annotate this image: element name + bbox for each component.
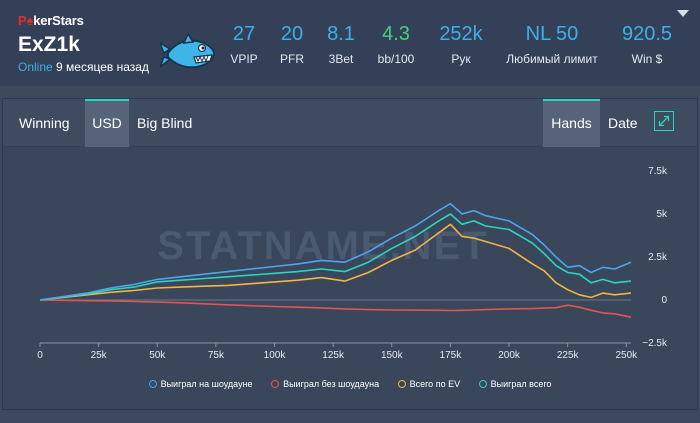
stat-value: 27 (232, 23, 256, 45)
chart-toolbar: Winning USD Big Blind Hands Date (3, 99, 697, 147)
y-tick-label: −2.5k (642, 338, 668, 349)
player-name: ExZ1k (18, 33, 80, 56)
x-tick-label: 25k (91, 350, 108, 361)
legend-label: Выиграл на шоудауне (160, 379, 253, 389)
tab-usd[interactable]: USD (85, 99, 129, 147)
stat-win-dollars: 920.5 Win $ (614, 22, 680, 66)
stat-label: Рук (451, 52, 471, 66)
stat-bb100: 4.3 bb/100 (372, 22, 420, 66)
stat-pfr: 20 PFR (274, 22, 310, 66)
series-line-0 (39, 202, 632, 301)
legend-marker (148, 380, 157, 388)
x-tick-label: 75k (208, 350, 225, 361)
stat-value: 4.3 (382, 23, 410, 45)
stat-label: VPIP (230, 52, 258, 66)
stat-label: PFR (280, 52, 304, 66)
winnings-chart-panel: Winning USD Big Blind Hands Date STATNAM… (2, 98, 698, 410)
legend-label: Выиграл без шоудауна (283, 379, 380, 389)
legend-marker (397, 380, 406, 388)
player-status: Online 9 месяцев назад (18, 60, 149, 74)
legend-item-nonshowdown[interactable]: Выиграл без шоудауна (271, 379, 379, 389)
legend-item-ev[interactable]: Всего по EV (397, 379, 461, 389)
pokerstars-logo: P♠kerStars (18, 13, 84, 28)
player-header: P♠kerStars ExZ1k Online 9 месяцев назад … (0, 0, 700, 86)
brand-suffix: kerStars (33, 13, 84, 28)
tab-big-blind[interactable]: Big Blind (137, 115, 193, 131)
stat-vpip: 27 VPIP (225, 22, 263, 66)
legend-item-total[interactable]: Выиграл всего (478, 379, 552, 389)
x-tick-label: 125k (322, 350, 345, 361)
stat-value: 920.5 (621, 23, 673, 45)
stat-3bet: 8.1 3Bet (322, 22, 360, 66)
legend-marker (478, 380, 487, 388)
x-tick-label: 0 (37, 350, 43, 361)
last-seen: 9 месяцев назад (56, 60, 149, 74)
y-tick-label: 2.5k (648, 252, 668, 263)
x-tick-label: 100k (264, 350, 287, 361)
stat-value: 8.1 (327, 23, 355, 45)
expand-icon[interactable] (654, 111, 674, 131)
stat-value: 252k (439, 23, 483, 45)
legend-item-showdown[interactable]: Выиграл на шоудауне (148, 379, 253, 389)
stat-value: 20 (280, 23, 304, 45)
x-tick-label: 150k (381, 350, 404, 361)
x-tick-label: 250k (615, 350, 638, 361)
stat-hands: 252k Рук (434, 22, 488, 66)
tab-date[interactable]: Date (608, 115, 638, 131)
stat-label: Любимый лимит (506, 52, 598, 66)
tab-winning[interactable]: Winning (19, 115, 70, 131)
stat-value: NL 50 (525, 23, 579, 45)
series-line-1 (39, 299, 632, 318)
stat-label: 3Bet (328, 52, 354, 66)
spade-icon: ♠ (26, 13, 34, 28)
series-line-3 (39, 213, 632, 301)
legend-label: Выиграл всего (490, 379, 552, 389)
x-tick-label: 200k (498, 350, 521, 361)
tab-hands[interactable]: Hands (543, 99, 600, 147)
series-line-2 (39, 223, 632, 301)
collapse-header-icon[interactable] (677, 10, 689, 17)
y-tick-label: 7.5k (648, 166, 668, 177)
stat-favorite-limit: NL 50 Любимый лимит (504, 22, 600, 66)
x-tick-label: 175k (440, 350, 463, 361)
legend-label: Всего по EV (409, 379, 461, 389)
stat-label: Win $ (631, 52, 663, 66)
legend-marker (271, 380, 280, 388)
brand-prefix: P (18, 13, 27, 28)
watermark: STATNAME.NET (157, 224, 488, 268)
chart-legend: Выиграл на шоудауне Выиграл без шоудауна… (3, 379, 697, 399)
y-tick-label: 0 (661, 295, 667, 306)
stat-label: bb/100 (377, 52, 415, 66)
y-tick-label: 5k (656, 209, 668, 220)
online-label: Online (18, 60, 53, 74)
shark-icon (160, 33, 215, 69)
x-tick-label: 225k (557, 350, 580, 361)
x-tick-label: 50k (149, 350, 166, 361)
winnings-line-chart: STATNAME.NET 0 25k 50k 75k 100k 125k 150k 175k 2… (37, 166, 668, 361)
